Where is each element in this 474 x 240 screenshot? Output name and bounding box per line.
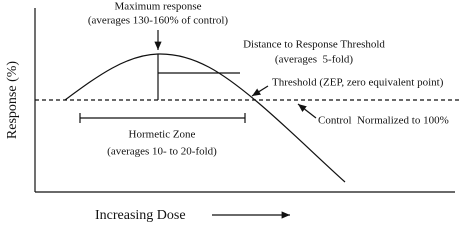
annotation: Distance to Response Threshold [243, 39, 385, 51]
y-axis-label: Response (%) [5, 61, 20, 139]
annotation: (averages 5-fold) [275, 54, 354, 66]
x-axis-label: Increasing Dose [95, 208, 186, 223]
threshold-arrow [251, 85, 269, 97]
annotation: (averages 10- to 20-fold) [107, 146, 217, 158]
diagram: Response (%) Increasing Dose Maximum res… [5, 1, 462, 223]
annotation: Hormetic Zone [129, 129, 196, 141]
annotation: Maximum response [114, 1, 201, 13]
annotation: Control Normalized to 100% [318, 115, 449, 127]
control-arrow [297, 103, 317, 119]
annotation: Threshold (ZEP, zero equivalent point) [272, 77, 444, 89]
response-curve [64, 53, 346, 183]
annotation: (averages 130-160% of control) [88, 15, 229, 27]
